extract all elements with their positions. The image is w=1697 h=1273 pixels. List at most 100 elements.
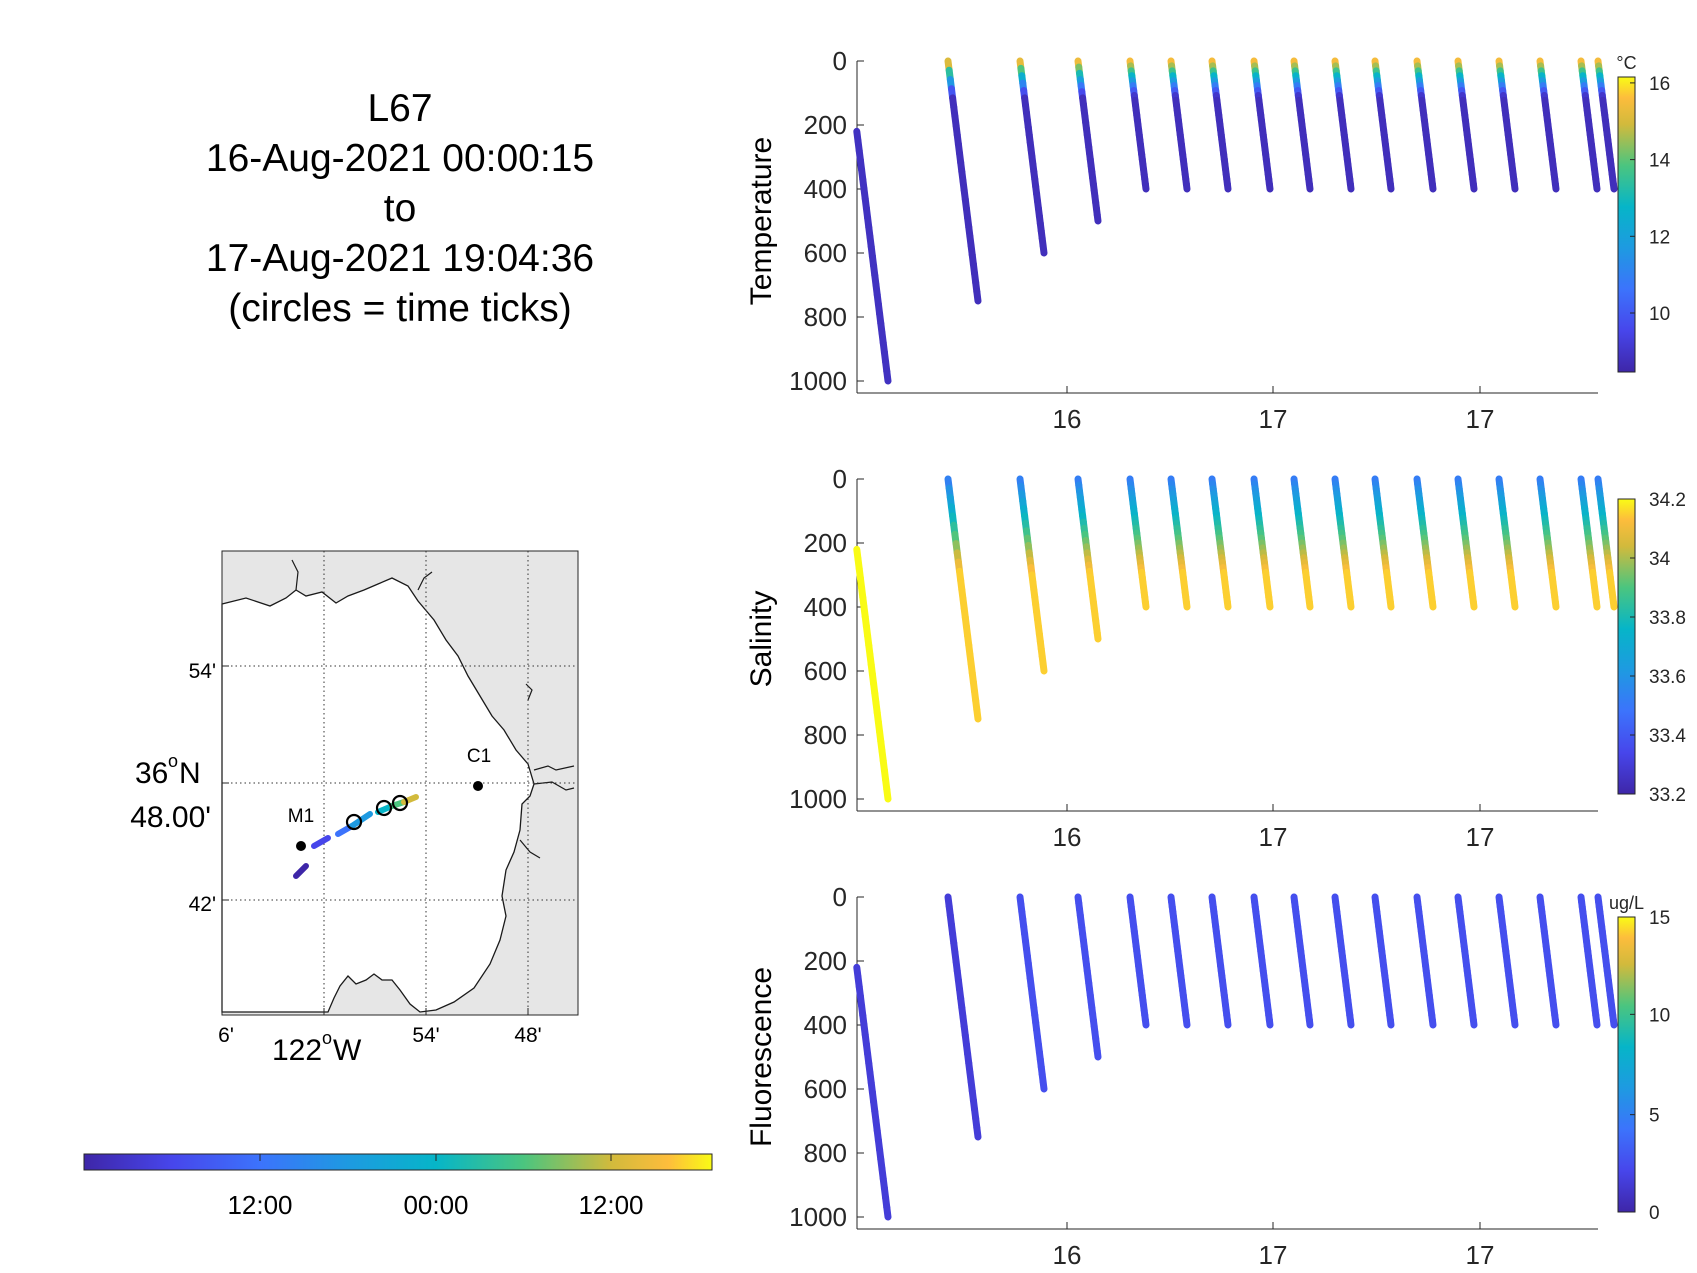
profile-segment <box>1346 1016 1355 1029</box>
y-tick-label: 400 <box>804 1010 847 1040</box>
x-tick-label: 17 <box>1259 822 1288 852</box>
profile <box>1126 475 1150 611</box>
profile <box>1371 893 1395 1029</box>
x-tick-label: 16 <box>1053 1240 1082 1270</box>
y-axis-label: Fluorescence <box>745 967 778 1147</box>
profile <box>1454 57 1478 193</box>
profile <box>1074 57 1102 225</box>
profile <box>1577 475 1601 611</box>
colorbar-tick-label: 14 <box>1649 151 1671 172</box>
profile-segment <box>1592 180 1601 193</box>
profile-segment <box>1265 598 1274 611</box>
time-tick-circle <box>391 794 409 812</box>
profile <box>1126 57 1150 193</box>
profile-segment <box>1346 598 1355 611</box>
svg-text:48.00': 48.00' <box>130 801 211 834</box>
colorbar-unit: ug/L <box>1609 893 1644 913</box>
profile <box>1074 475 1102 643</box>
time-colorbar-gradient <box>83 1153 713 1171</box>
profile-segment <box>1551 1016 1560 1029</box>
y-axis-label: Salinity <box>745 591 778 688</box>
profile <box>1331 57 1355 193</box>
profile <box>1016 57 1048 257</box>
profile-segment <box>1592 1016 1601 1029</box>
profile-segment <box>1428 598 1437 611</box>
profile-segment <box>1141 598 1150 611</box>
profile <box>1290 57 1314 193</box>
title-line: to <box>383 187 417 230</box>
profile <box>1290 893 1314 1029</box>
station-c1-label: C1 <box>467 746 491 767</box>
profile-segment <box>973 706 982 723</box>
lon-tick-label: 48' <box>514 1024 541 1047</box>
colorbar-tick-label: 33.4 <box>1649 726 1686 747</box>
x-tick-label: 17 <box>1259 1240 1288 1270</box>
profile-segment <box>883 1203 892 1221</box>
profile-segment <box>1510 1016 1519 1029</box>
profile-segment <box>1223 1016 1232 1029</box>
y-tick-label: 800 <box>804 1138 847 1168</box>
time-tick-circle <box>345 813 363 831</box>
colorbar-tick-label: 33.2 <box>1649 785 1686 806</box>
profile-segment <box>1510 598 1519 611</box>
profile-segment <box>973 1124 982 1141</box>
profile <box>1016 893 1048 1093</box>
profile <box>1577 893 1601 1029</box>
title-block: L67 16-Aug-2021 00:00:15 to 17-Aug-2021 … <box>160 84 640 334</box>
track-segment <box>311 835 331 849</box>
profile-segment <box>1223 180 1232 193</box>
profile-segment <box>1093 1047 1102 1061</box>
colorbar-tick-label: 5 <box>1649 1106 1660 1127</box>
time-colorbar-tick-label: 12:00 <box>578 1190 643 1220</box>
svg-text:36: 36 <box>135 757 168 790</box>
x-tick-label: 16 <box>1053 404 1082 434</box>
profile <box>944 57 982 305</box>
profile <box>1454 475 1478 611</box>
profile-segment <box>1141 1016 1150 1029</box>
profile-segment <box>1305 1016 1314 1029</box>
lon-center-label: 122 o W <box>272 1028 362 1067</box>
colorbar-unit: °C <box>1616 53 1636 73</box>
profile <box>1413 475 1437 611</box>
fluorescence-panel: 0 200 400 600 800 1000 16 17 17 Fluorescence 15 10 5… <box>745 882 1670 1270</box>
profile-segment <box>883 785 892 803</box>
profile <box>1250 57 1274 193</box>
profile <box>853 963 892 1221</box>
y-axis-label: Temperature <box>745 137 778 305</box>
y-tick-label: 800 <box>804 302 847 332</box>
time-colorbar-tick-label: 00:00 <box>403 1190 468 1220</box>
profile-segment <box>1182 598 1191 611</box>
profile <box>1016 475 1048 675</box>
profile <box>1495 893 1519 1029</box>
colorbar-gradient <box>1617 76 1636 373</box>
profile-segment <box>1469 180 1478 193</box>
profile-segment <box>1346 180 1355 193</box>
profile <box>1126 893 1150 1029</box>
colorbar-tick-label: 10 <box>1649 1005 1670 1026</box>
title-line: L67 <box>367 87 433 130</box>
profile <box>1594 57 1618 193</box>
profile <box>1371 475 1395 611</box>
profile-segment <box>1265 1016 1274 1029</box>
profile <box>1594 475 1618 611</box>
map-grid <box>222 551 578 1015</box>
time-colorbar: 12:00 00:00 12:00 <box>83 1153 713 1220</box>
colorbar-tick-label: 34 <box>1649 549 1671 570</box>
y-tick-label: 200 <box>804 946 847 976</box>
profile <box>853 127 892 385</box>
x-tick-label: 16 <box>1053 822 1082 852</box>
profile <box>1454 893 1478 1029</box>
profile <box>1536 475 1560 611</box>
svg-text:o: o <box>168 751 178 771</box>
salinity-panel: 0 200 400 600 800 1000 16 17 17 Salinity 34.2 34 33.… <box>745 464 1686 852</box>
profile-segment <box>1428 1016 1437 1029</box>
profile-segment <box>1609 180 1618 193</box>
lon-tick-label: 54' <box>412 1024 439 1047</box>
title-line: 17-Aug-2021 19:04:36 <box>205 237 595 280</box>
profile <box>1208 475 1232 611</box>
colorbar-tick-label: 10 <box>1649 304 1670 325</box>
x-tick-label: 17 <box>1466 1240 1495 1270</box>
colorbar-tick-label: 33.6 <box>1649 667 1686 688</box>
profile <box>1495 57 1519 193</box>
